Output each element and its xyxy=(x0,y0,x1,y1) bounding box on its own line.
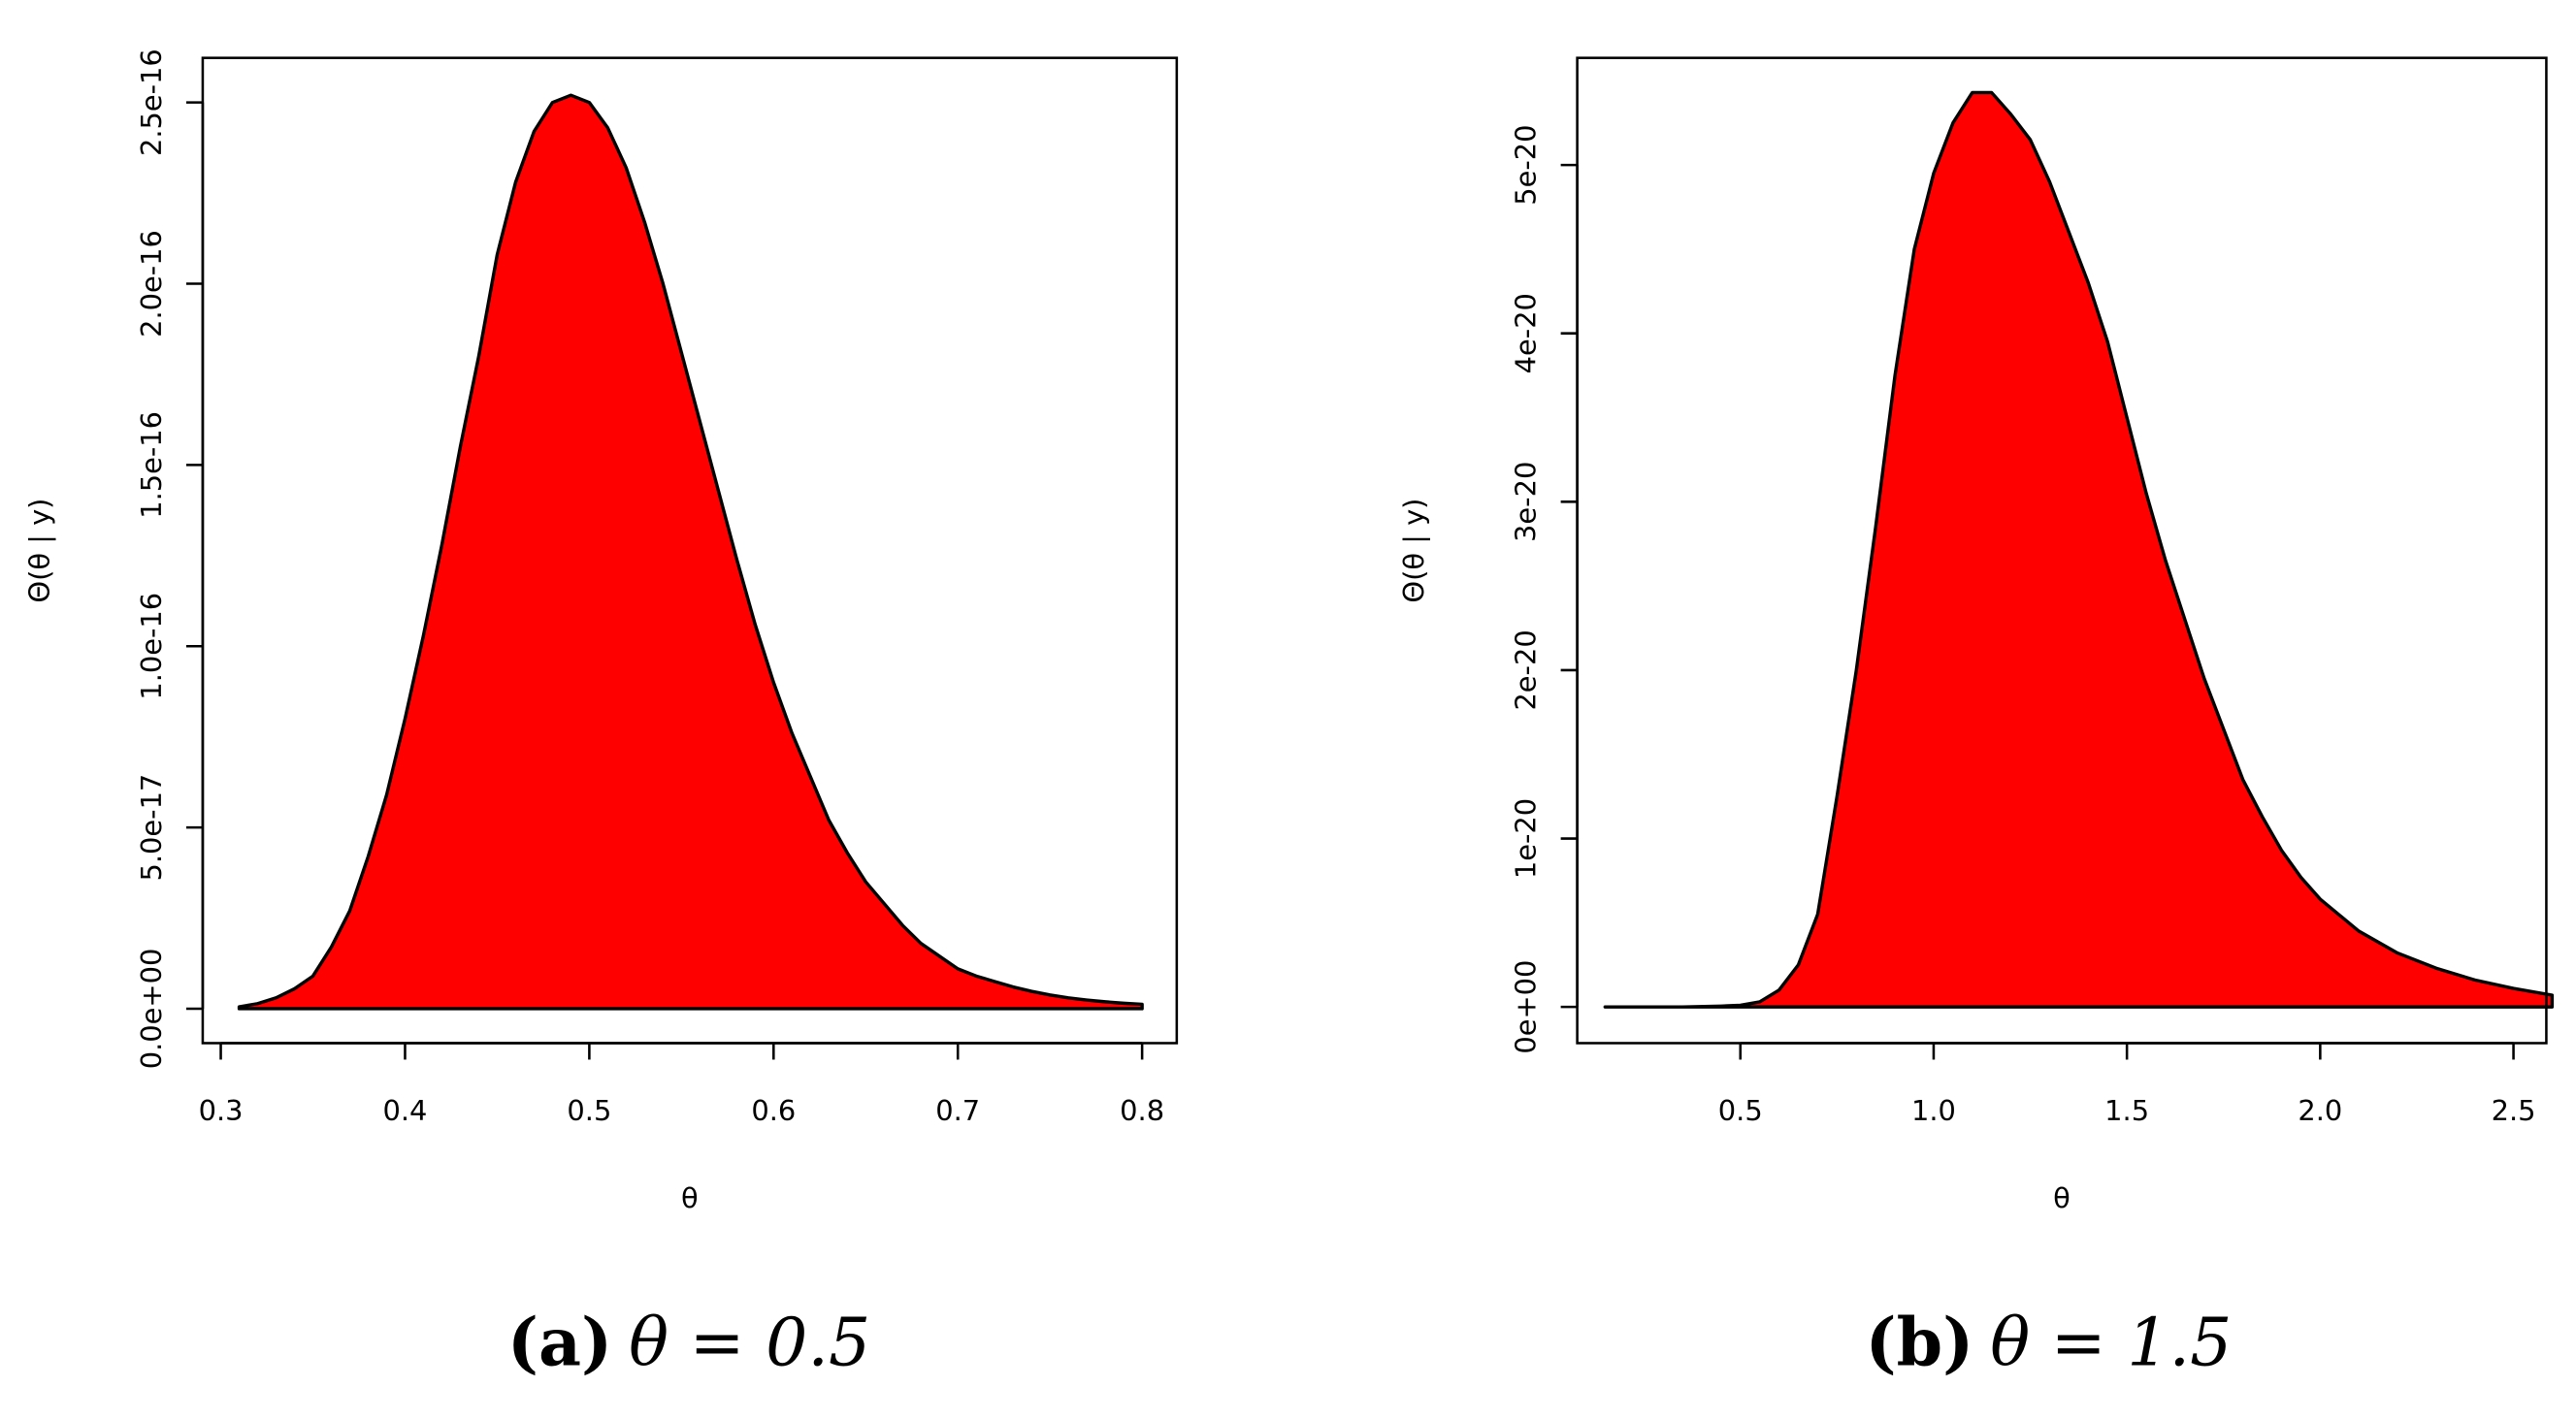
y-tick-label: 1e-20 xyxy=(1510,798,1543,879)
y-tick-label: 2.0e-16 xyxy=(135,230,168,338)
x-tick-label: 0.7 xyxy=(935,1094,980,1127)
x-tick-label: 0.3 xyxy=(199,1094,244,1127)
caption: (a) θ = 0.5 xyxy=(507,1304,870,1381)
x-tick-label: 1.5 xyxy=(2104,1094,2149,1127)
y-tick-label: 0.0e+00 xyxy=(135,949,168,1070)
x-tick-label: 0.6 xyxy=(751,1094,796,1127)
y-tick-label: 1.0e-16 xyxy=(135,593,168,700)
caption-text: θ = 0.5 xyxy=(629,1305,870,1381)
y-axis-label: Θ(θ | y) xyxy=(1397,499,1430,603)
x-tick-label: 1.0 xyxy=(1911,1094,1956,1127)
y-tick-label: 2e-20 xyxy=(1510,629,1543,710)
x-tick-label: 2.5 xyxy=(2492,1094,2536,1127)
x-tick-label: 0.5 xyxy=(567,1094,611,1127)
x-axis-label: θ xyxy=(681,1181,699,1214)
y-axis-label: Θ(θ | y) xyxy=(22,499,55,603)
x-tick-label: 2.0 xyxy=(2298,1094,2342,1127)
x-tick-label: 0.4 xyxy=(383,1094,428,1127)
y-tick-label: 2.5e-16 xyxy=(135,48,168,156)
caption: (b) θ = 1.5 xyxy=(1866,1304,2233,1381)
y-tick-label: 1.5e-16 xyxy=(135,411,168,519)
area xyxy=(1603,90,2555,1009)
y-tick-label: 5e-20 xyxy=(1510,124,1543,205)
x-tick-label: 0.8 xyxy=(1120,1094,1164,1127)
caption-label: (b) xyxy=(1866,1304,1974,1381)
y-tick-label: 4e-20 xyxy=(1510,293,1543,373)
x-axis-label: θ xyxy=(2053,1181,2071,1214)
caption-text: θ = 1.5 xyxy=(1990,1305,2232,1381)
x-tick-label: 0.5 xyxy=(1718,1094,1763,1127)
y-tick-label: 0e+00 xyxy=(1510,960,1543,1054)
y-tick-label: 5.0e-17 xyxy=(135,774,168,882)
area xyxy=(237,93,1144,1011)
caption-label: (a) xyxy=(507,1304,612,1381)
y-tick-label: 3e-20 xyxy=(1510,462,1543,542)
